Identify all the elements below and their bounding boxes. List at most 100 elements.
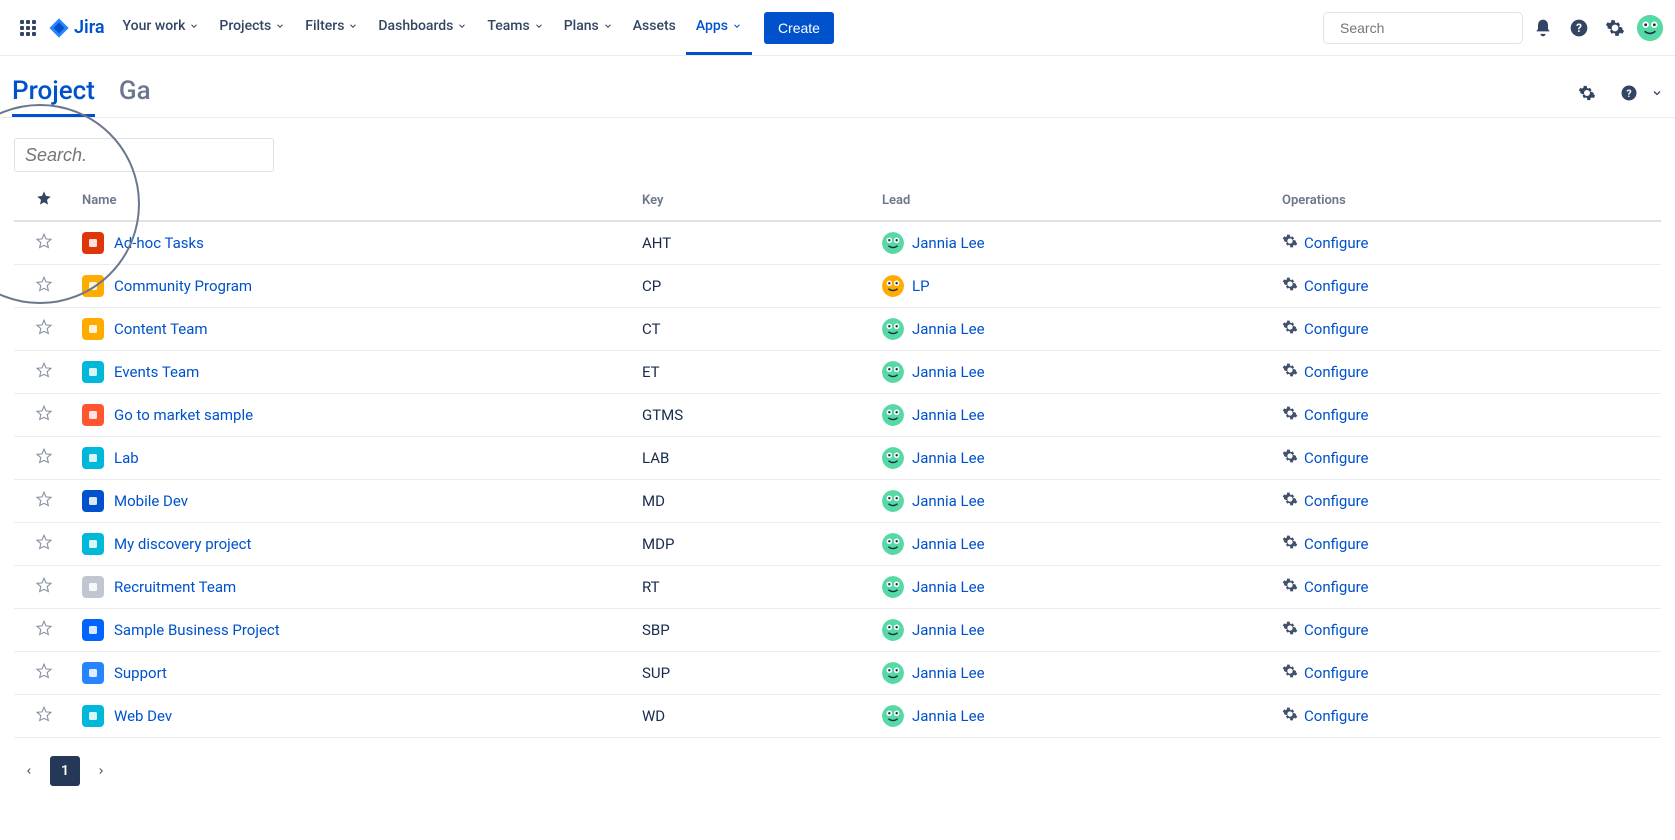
star-toggle[interactable]	[35, 494, 53, 512]
configure-link[interactable]: Configure	[1282, 405, 1653, 425]
star-toggle[interactable]	[35, 709, 53, 727]
notifications-button[interactable]	[1527, 12, 1559, 44]
app-switcher-button[interactable]	[12, 12, 44, 44]
configure-link[interactable]: Configure	[1282, 491, 1653, 511]
global-search-input[interactable]	[1340, 20, 1521, 36]
configure-link[interactable]: Configure	[1282, 448, 1653, 468]
project-icon	[82, 619, 104, 641]
configure-link[interactable]: Configure	[1282, 577, 1653, 597]
star-toggle[interactable]	[35, 666, 53, 684]
lead-link[interactable]: Jannia Lee	[912, 406, 985, 424]
avatar-icon	[882, 318, 904, 340]
lead-link[interactable]: Jannia Lee	[912, 363, 985, 381]
star-toggle[interactable]	[35, 365, 53, 383]
gear-icon	[1282, 663, 1298, 679]
configure-link[interactable]: Configure	[1282, 362, 1653, 382]
jira-logo[interactable]: Jira	[48, 17, 105, 39]
configure-link[interactable]: Configure	[1282, 233, 1653, 253]
help-icon: ?	[1569, 18, 1589, 38]
col-key[interactable]: Key	[634, 180, 874, 221]
create-button[interactable]: Create	[764, 12, 834, 44]
avatar-icon	[882, 361, 904, 383]
configure-link[interactable]: Configure	[1282, 534, 1653, 554]
configure-link[interactable]: Configure	[1282, 620, 1653, 640]
col-operations[interactable]: Operations	[1274, 180, 1661, 221]
project-icon	[82, 404, 104, 426]
project-link[interactable]: Content Team	[114, 320, 208, 338]
project-link[interactable]: Go to market sample	[114, 406, 253, 424]
star-header-icon[interactable]	[36, 190, 52, 206]
avatar-icon	[882, 705, 904, 727]
tab-ga[interactable]: Ga	[119, 76, 151, 117]
global-search[interactable]	[1323, 12, 1523, 44]
project-link[interactable]: Lab	[114, 449, 139, 467]
star-toggle[interactable]	[35, 408, 53, 426]
nav-item-label: Your work	[123, 18, 186, 34]
avatar-icon	[882, 533, 904, 555]
page-help-button[interactable]: ?	[1613, 77, 1645, 109]
configure-link[interactable]: Configure	[1282, 319, 1653, 339]
tab-project[interactable]: Project	[12, 76, 95, 117]
nav-item-dashboards[interactable]: Dashboards	[368, 0, 477, 55]
project-link[interactable]: Web Dev	[114, 707, 172, 725]
configure-link[interactable]: Configure	[1282, 663, 1653, 683]
project-key: SBP	[634, 609, 874, 652]
help-icon: ?	[1620, 84, 1638, 102]
star-toggle[interactable]	[35, 537, 53, 555]
configure-link[interactable]: Configure	[1282, 706, 1653, 726]
configure-link[interactable]: Configure	[1282, 276, 1653, 296]
project-search[interactable]	[14, 138, 274, 172]
star-toggle[interactable]	[35, 451, 53, 469]
page-1[interactable]: 1	[50, 756, 80, 786]
profile-avatar[interactable]	[1637, 15, 1663, 41]
nav-item-label: Assets	[633, 18, 676, 34]
lead-link[interactable]: Jannia Lee	[912, 707, 985, 725]
lead-link[interactable]: Jannia Lee	[912, 578, 985, 596]
nav-item-teams[interactable]: Teams	[477, 0, 553, 55]
star-toggle[interactable]	[35, 236, 53, 254]
avatar-icon	[882, 232, 904, 254]
nav-item-assets[interactable]: Assets	[623, 0, 686, 55]
help-button[interactable]: ?	[1563, 12, 1595, 44]
star-toggle[interactable]	[35, 279, 53, 297]
nav-item-plans[interactable]: Plans	[554, 0, 623, 55]
lead-avatar	[882, 232, 904, 254]
project-link[interactable]: Ad-hoc Tasks	[114, 234, 204, 252]
project-link[interactable]: Support	[114, 664, 167, 682]
col-name[interactable]: Name	[74, 180, 634, 221]
nav-item-apps[interactable]: Apps	[686, 0, 752, 55]
primary-nav: Your work ProjectsFiltersDashboardsTeamsP…	[113, 0, 752, 55]
page-prev[interactable]	[14, 756, 44, 786]
lead-link[interactable]: Jannia Lee	[912, 535, 985, 553]
lead-link[interactable]: Jannia Lee	[912, 621, 985, 639]
project-link[interactable]: Sample Business Project	[114, 621, 280, 639]
project-link[interactable]: Community Program	[114, 277, 252, 295]
project-link[interactable]: Mobile Dev	[114, 492, 188, 510]
page-next[interactable]	[86, 756, 116, 786]
project-icon	[82, 662, 104, 684]
col-lead[interactable]: Lead	[874, 180, 1274, 221]
project-link[interactable]: My discovery project	[114, 535, 251, 553]
project-link[interactable]: Events Team	[114, 363, 199, 381]
lead-link[interactable]: Jannia Lee	[912, 664, 985, 682]
star-toggle[interactable]	[35, 580, 53, 598]
page-settings-button[interactable]	[1571, 77, 1603, 109]
gear-icon	[1282, 448, 1298, 464]
lead-link[interactable]: Jannia Lee	[912, 320, 985, 338]
nav-item-filters[interactable]: Filters	[295, 0, 368, 55]
project-search-input[interactable]	[25, 145, 263, 166]
lead-link[interactable]: Jannia Lee	[912, 492, 985, 510]
nav-item-your-work[interactable]: Your work	[113, 0, 210, 55]
lead-link[interactable]: Jannia Lee	[912, 449, 985, 467]
lead-avatar	[882, 361, 904, 383]
star-toggle[interactable]	[35, 322, 53, 340]
project-link[interactable]: Recruitment Team	[114, 578, 236, 596]
chevron-down-icon	[275, 21, 285, 31]
settings-button[interactable]	[1599, 12, 1631, 44]
lead-link[interactable]: LP	[912, 277, 930, 295]
lead-avatar	[882, 619, 904, 641]
nav-item-projects[interactable]: Projects	[209, 0, 295, 55]
project-icon	[82, 576, 104, 598]
lead-link[interactable]: Jannia Lee	[912, 234, 985, 252]
star-toggle[interactable]	[35, 623, 53, 641]
